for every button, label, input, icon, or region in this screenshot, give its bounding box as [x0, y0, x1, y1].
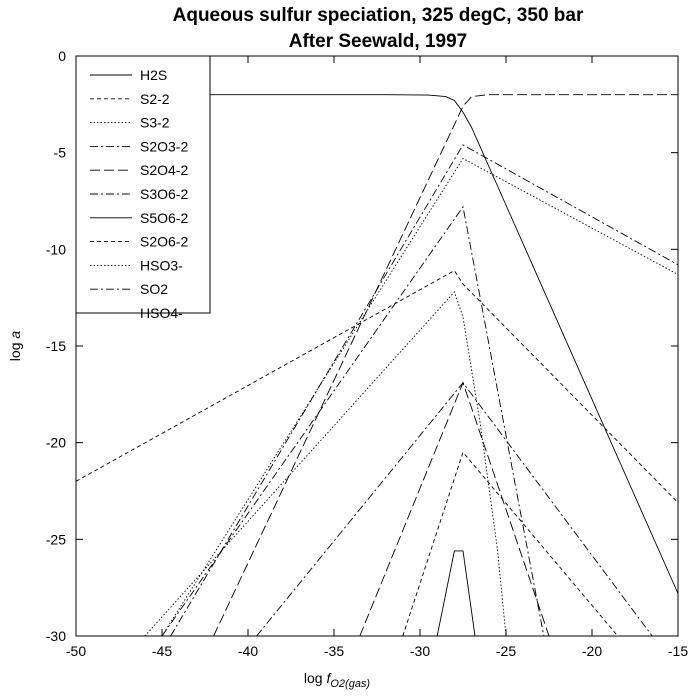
y-tick-label: -25	[46, 531, 66, 547]
x-axis-label: log fO2(gas)	[304, 670, 371, 690]
legend-label-so2: SO2	[140, 281, 168, 297]
legend-label-s5o6-2: S5O6-2	[140, 210, 188, 226]
y-tick-label: -10	[46, 241, 66, 257]
series-line-hso4	[213, 94, 678, 637]
legend-label-s2o3-2: S2O3-2	[140, 138, 188, 154]
chart-subtitle: After Seewald, 1997	[289, 31, 467, 52]
series-line-s3o6-2	[256, 381, 653, 637]
x-axis-label-subscript: O2(gas)	[330, 678, 370, 690]
x-axis-label-prefix: log	[304, 670, 327, 686]
y-tick-label: -20	[46, 435, 66, 451]
legend: H2S S2-2 S3-2 S2O3-2 S2O4-2 S3O6-2 S5O6-2 S2O6-…	[75, 55, 211, 321]
x-tick-label: -15	[668, 643, 688, 659]
x-axis-ticks: -50 -45 -40 -35 -30 -25 -20 -15	[66, 56, 688, 659]
x-tick-label: -30	[410, 643, 430, 659]
series-line-hso3	[161, 157, 679, 637]
series-line-s2o6-2	[402, 451, 619, 637]
y-tick-label: -30	[46, 628, 66, 644]
legend-label-s2-2: S2-2	[140, 91, 170, 107]
y-tick-label: -15	[46, 338, 66, 354]
series-line-s2-2	[75, 270, 679, 503]
series-line-s5o6-2	[436, 550, 476, 637]
x-tick-label: -35	[324, 643, 344, 659]
series-group	[75, 94, 679, 637]
legend-label-s3o6-2: S3O6-2	[140, 186, 188, 202]
y-axis-label-prefix: log	[7, 339, 23, 362]
chart-title: Aqueous sulfur speciation, 325 degC, 350…	[173, 5, 584, 26]
series-line-s3-2	[144, 291, 507, 637]
series-line-s2o3-2	[161, 205, 545, 637]
legend-label-hso4: HSO4-	[140, 305, 183, 321]
legend-label-s2o4-2: S2O4-2	[140, 162, 188, 178]
x-tick-label: -20	[582, 643, 602, 659]
series-line-h2s	[76, 94, 679, 594]
y-tick-label: 0	[58, 48, 66, 64]
x-tick-label: -40	[238, 643, 258, 659]
x-axis-label-variable: f	[326, 670, 332, 686]
y-axis-label: log a	[7, 331, 23, 362]
plot-area: -50 -45 -40 -35 -30 -25 -20 -15 0 -5 -10 -15 -20 -25…	[46, 48, 689, 659]
y-axis-ticks: 0 -5 -10 -15 -20 -25 -30	[46, 48, 678, 644]
y-tick-label: -5	[54, 145, 67, 161]
legend-label-hso3: HSO3-	[140, 257, 183, 273]
series-line-so2	[170, 144, 679, 637]
legend-label-s3-2: S3-2	[140, 115, 170, 131]
legend-label-h2s: H2S	[140, 67, 167, 83]
series-line-s2o4-2	[359, 381, 550, 637]
y-axis-label-variable: a	[7, 331, 23, 339]
x-tick-label: -25	[496, 643, 516, 659]
legend-label-s2o6-2: S2O6-2	[140, 234, 188, 250]
x-tick-label: -50	[66, 643, 86, 659]
x-tick-label: -45	[152, 643, 172, 659]
